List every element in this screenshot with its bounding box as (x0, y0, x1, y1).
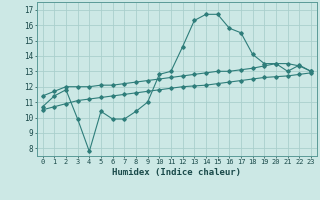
X-axis label: Humidex (Indice chaleur): Humidex (Indice chaleur) (112, 168, 241, 177)
